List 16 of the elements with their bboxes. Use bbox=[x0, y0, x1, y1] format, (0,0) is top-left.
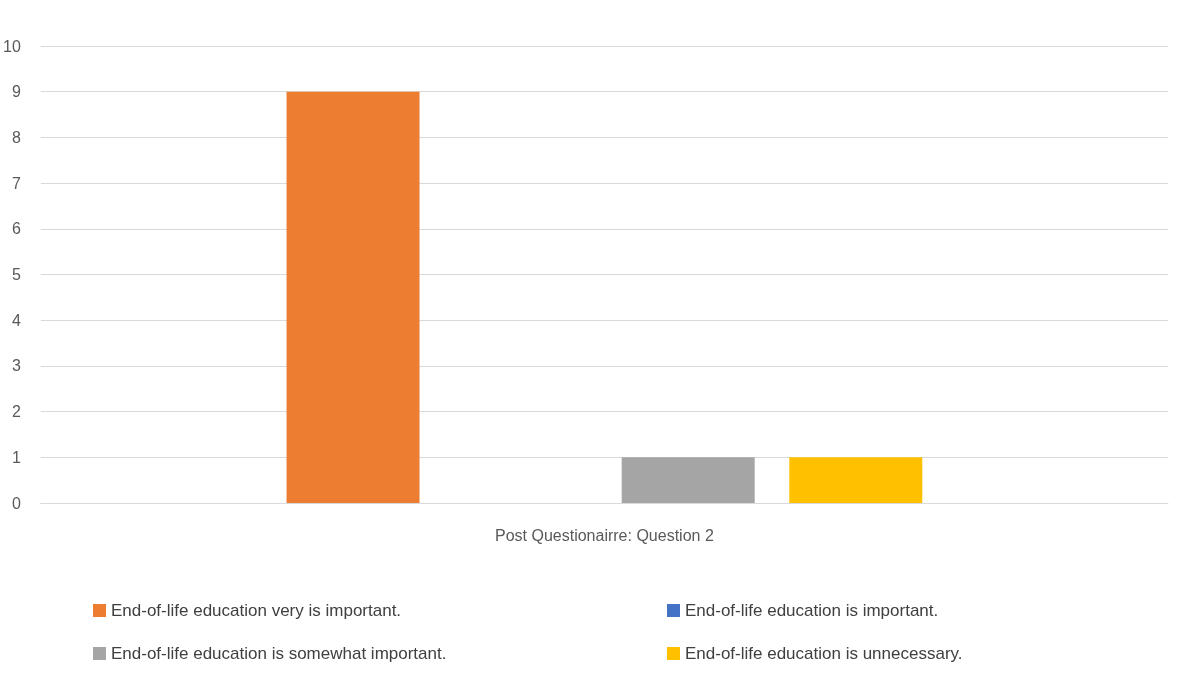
legend-label: End-of-life education is somewhat important. bbox=[111, 644, 447, 663]
y-tick-label: 0 bbox=[11, 494, 21, 512]
y-tick-label: 2 bbox=[11, 403, 21, 421]
y-tick-label: 5 bbox=[11, 266, 21, 283]
y-tick-label: 7 bbox=[11, 174, 21, 192]
x-tick-label: Post Questionairre: Question 2 bbox=[495, 526, 714, 544]
y-tick-label: 4 bbox=[11, 311, 21, 329]
y-tick-label: 3 bbox=[11, 357, 21, 375]
y-tick-label: 9 bbox=[11, 83, 21, 101]
legend-label: End-of-life education is important. bbox=[685, 601, 939, 620]
y-tick-label: 1 bbox=[11, 448, 21, 466]
y-tick-label: 10 bbox=[3, 37, 21, 55]
y-tick-label: 6 bbox=[11, 220, 21, 238]
legend-label: End-of-life education is unnecessary. bbox=[685, 644, 963, 663]
legend-label: End-of-life education very is important. bbox=[111, 601, 402, 620]
y-tick-label: 8 bbox=[11, 128, 21, 146]
